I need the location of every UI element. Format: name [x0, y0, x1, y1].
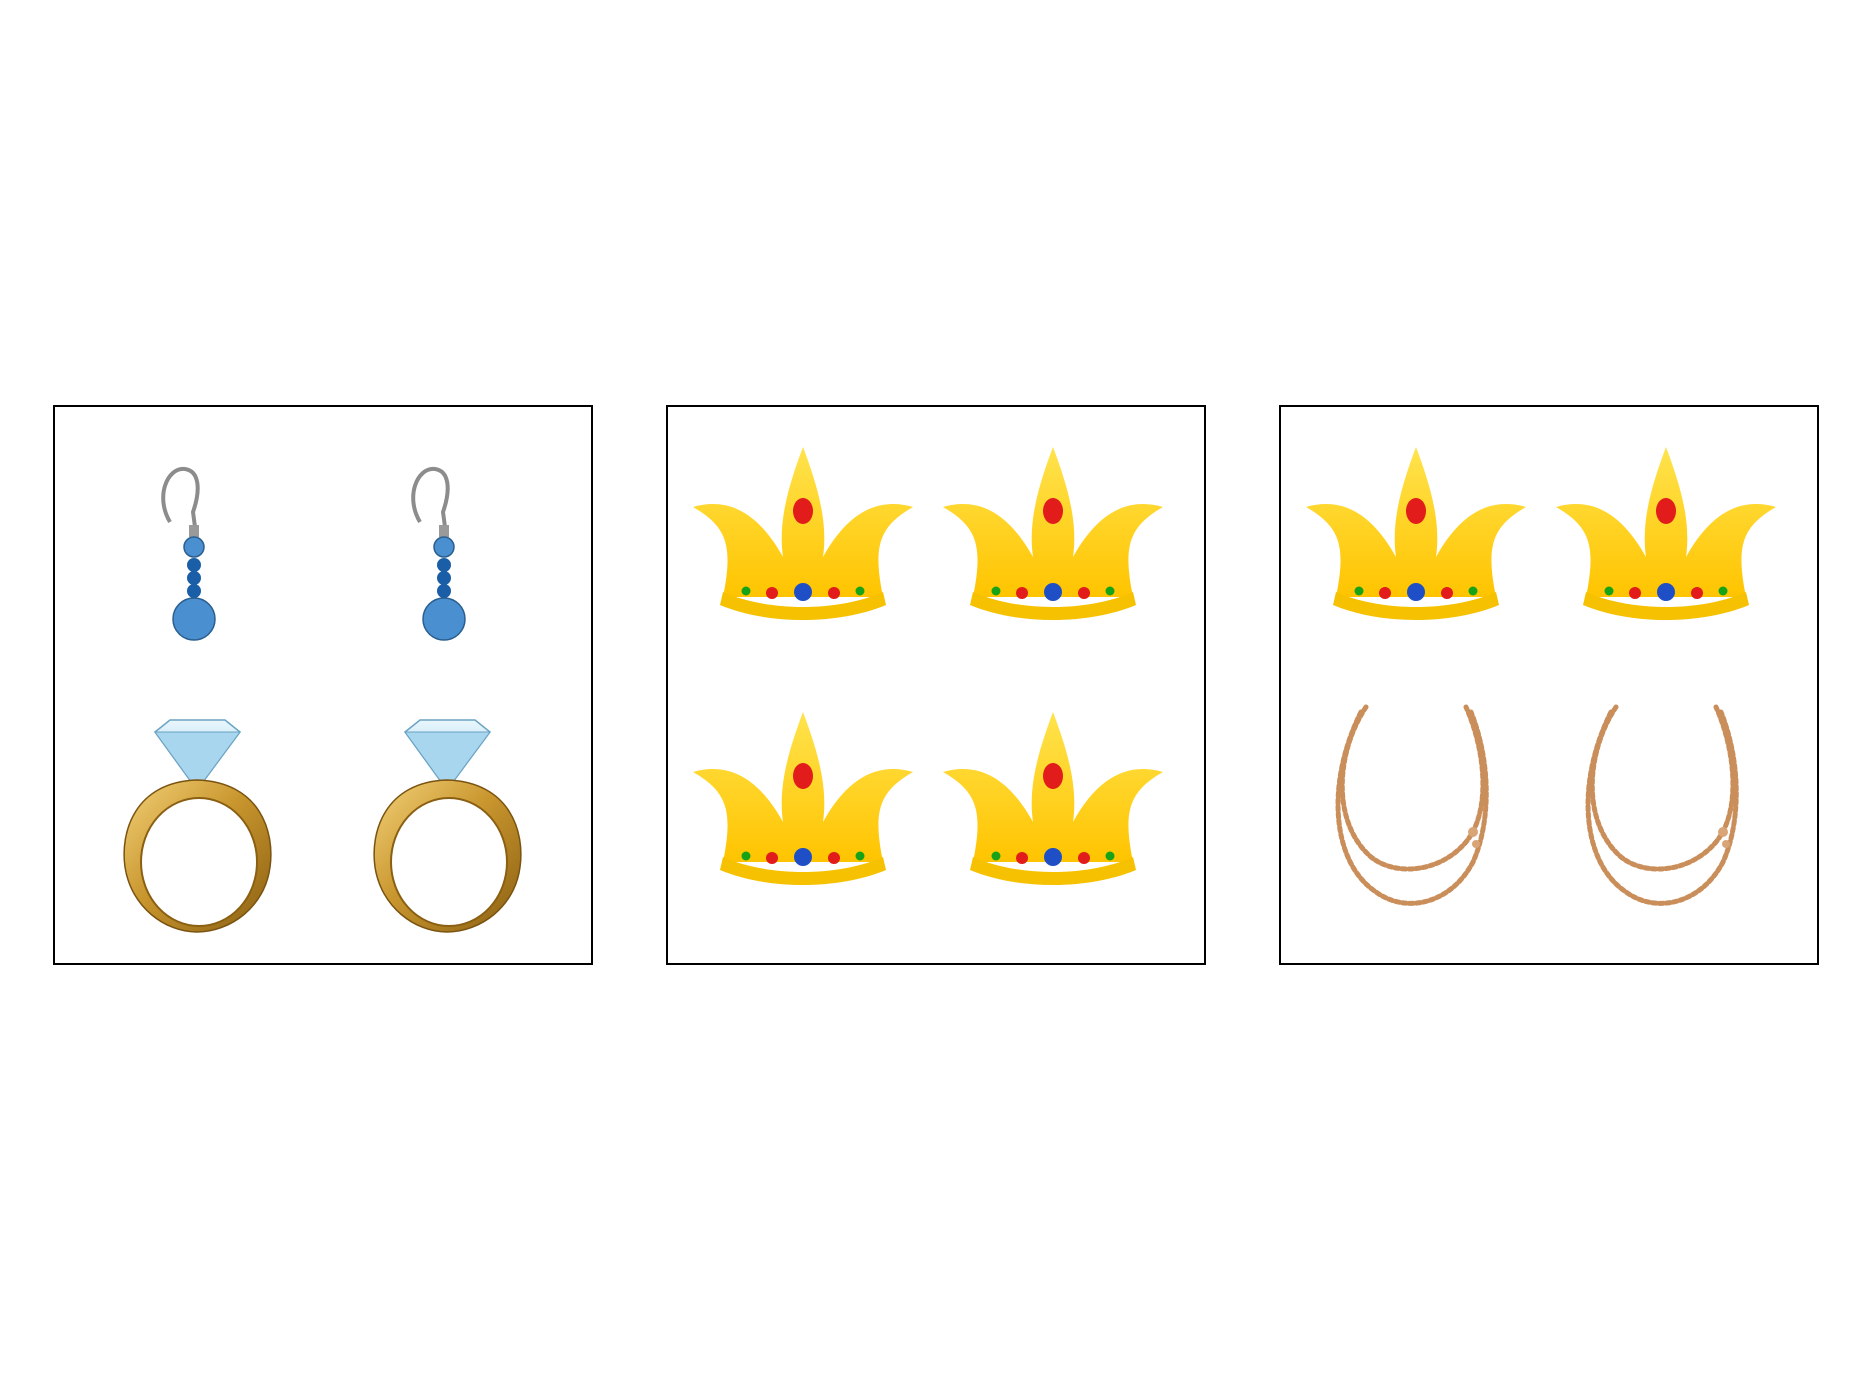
crown-icon	[938, 692, 1188, 942]
crown-icon	[688, 427, 938, 677]
panel-crowns	[666, 405, 1206, 965]
panel-crowns-necklaces	[1279, 405, 1819, 965]
necklace-icon	[1301, 692, 1551, 942]
panel-earrings-rings	[53, 405, 593, 965]
ring-icon	[75, 692, 325, 942]
ring-icon	[325, 692, 575, 942]
earring-icon	[75, 427, 325, 677]
earring-icon	[325, 427, 575, 677]
crown-icon	[938, 427, 1188, 677]
crown-icon	[1301, 427, 1551, 677]
crown-icon	[1551, 427, 1801, 677]
crown-icon	[688, 692, 938, 942]
necklace-icon	[1551, 692, 1801, 942]
